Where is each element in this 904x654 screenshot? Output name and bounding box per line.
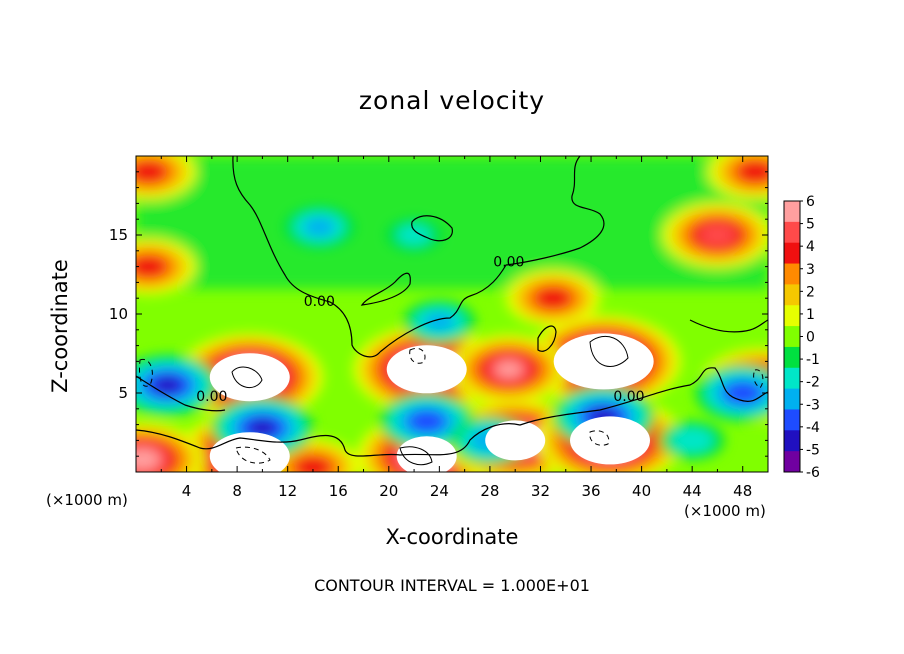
zero-contour-line xyxy=(537,325,557,352)
y-tick-label: 15 xyxy=(109,226,128,244)
colorbar-label: -5 xyxy=(806,442,820,458)
colorbar-swatch xyxy=(784,221,800,244)
x-axis: 4 8 12 16 20 24 28 32 36 40 44 48 xyxy=(160,156,752,500)
x-tick-label: 40 xyxy=(632,482,651,500)
contour-label: 0.00 xyxy=(613,389,644,405)
x-unit-label-right: (×1000 m) xyxy=(684,502,766,520)
zero-contour-line xyxy=(360,272,411,306)
colorbar-swatch xyxy=(784,263,800,285)
colorbar-swatch xyxy=(784,284,800,306)
y-axis-label: Z-coordinate xyxy=(48,259,72,393)
x-tick-label: 44 xyxy=(683,482,702,500)
colorbar-label: 6 xyxy=(806,194,815,210)
colorbar-label: -1 xyxy=(806,352,820,368)
x-tick-label: 28 xyxy=(480,482,499,500)
contour-labels: 0.00 0.00 0.00 0.00 xyxy=(196,255,644,405)
colorbar-label: -2 xyxy=(806,375,820,391)
colorbar-label: 5 xyxy=(806,217,815,233)
colorbar-swatch xyxy=(784,326,800,348)
saturated-core xyxy=(386,345,467,394)
saturated-core xyxy=(209,353,290,402)
x-tick-label: 4 xyxy=(182,482,192,500)
colorbar-label: 3 xyxy=(806,262,815,278)
colorbar-swatch xyxy=(784,242,800,265)
colorbar-label: 4 xyxy=(806,239,815,255)
zero-contour-line xyxy=(136,367,768,457)
negative-contour-line xyxy=(753,369,764,389)
x-tick-label: 20 xyxy=(379,482,398,500)
negative-contours xyxy=(139,347,764,464)
x-unit-label-left: (×1000 m) xyxy=(46,491,128,509)
negative-contour-line xyxy=(235,446,271,464)
saturated-core xyxy=(396,436,457,472)
y-tick-label: 5 xyxy=(118,384,128,402)
contour-label: 0.00 xyxy=(493,255,524,271)
x-axis-label: X-coordinate xyxy=(385,525,519,549)
colorbar-label: -6 xyxy=(806,465,820,481)
colorbar-swatch xyxy=(784,367,800,390)
colorbar-label: 2 xyxy=(806,284,815,300)
positive-contours xyxy=(231,336,629,466)
zero-contour-line xyxy=(411,215,453,242)
saturated-core xyxy=(570,416,650,465)
colorbar-swatch xyxy=(784,409,800,431)
negative-contour-line xyxy=(589,430,610,446)
saturated-core xyxy=(553,333,654,390)
x-tick-label: 12 xyxy=(278,482,297,500)
y-axis: 5 10 15 xyxy=(109,171,768,457)
positive-contour-line xyxy=(589,336,629,367)
colorbar-swatch xyxy=(784,346,800,369)
colorbar-swatch xyxy=(784,388,800,410)
x-tick-label: 48 xyxy=(733,482,752,500)
zero-contour-line xyxy=(136,375,226,412)
colorbar-swatch xyxy=(784,305,800,327)
contour-label: 0.00 xyxy=(196,389,227,405)
zero-contour-line xyxy=(689,319,768,333)
contour-interval-note: CONTOUR INTERVAL = 1.000E+01 xyxy=(314,576,590,595)
colorbar-label: -4 xyxy=(806,420,820,436)
x-tick-label: 8 xyxy=(232,482,242,500)
colorbar: 6 5 4 3 2 1 0 -1 -2 -3 -4 -5 -6 xyxy=(783,194,820,481)
colorbar-swatch xyxy=(784,201,800,223)
x-tick-label: 16 xyxy=(329,482,348,500)
x-tick-label: 24 xyxy=(430,482,449,500)
colorbar-label: -3 xyxy=(806,397,820,413)
zero-contour-line xyxy=(232,156,381,358)
velocity-field xyxy=(136,156,768,472)
saturated-core xyxy=(485,420,546,461)
contour-label: 0.00 xyxy=(304,294,335,310)
chart-title: zonal velocity xyxy=(358,86,546,115)
colorbar-label: 1 xyxy=(806,307,815,323)
colorbar-swatch xyxy=(784,430,800,452)
x-tick-label: 32 xyxy=(531,482,550,500)
x-tick-label: 36 xyxy=(581,482,600,500)
colorbar-swatch xyxy=(784,451,800,473)
y-tick-label: 10 xyxy=(109,305,128,323)
positive-contour-line xyxy=(231,366,263,388)
positive-contour-line xyxy=(399,446,433,466)
colorbar-label: 0 xyxy=(806,330,815,346)
zero-contours xyxy=(136,156,768,457)
zero-contour-line xyxy=(379,156,605,353)
